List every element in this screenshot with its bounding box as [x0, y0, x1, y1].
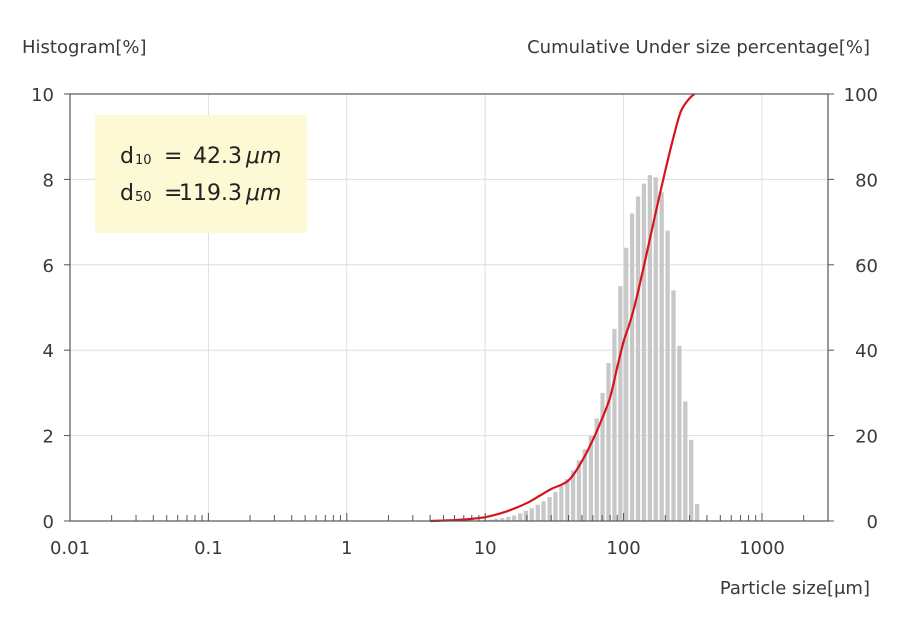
- histogram-bar: [653, 177, 658, 521]
- histogram-bar: [553, 491, 558, 521]
- histogram-bars: [483, 175, 700, 522]
- histogram-bar: [612, 328, 617, 521]
- annotation-background: [95, 115, 307, 233]
- histogram-bar: [635, 196, 641, 522]
- axes-layer: 0 0 2 20 4 40 6 60 8 80 10 100 0.01 0.1 1 10 100 1000: [31, 85, 878, 559]
- histogram-bar: [493, 518, 499, 521]
- histogram-bar: [559, 485, 564, 521]
- histogram-bar: [594, 418, 599, 521]
- annotation-equals: =: [164, 181, 182, 206]
- y-left-tick-label: 10: [31, 85, 54, 106]
- histogram-bar: [647, 175, 653, 521]
- histogram-bar: [512, 515, 517, 521]
- histogram-bar: [518, 513, 523, 521]
- y-right-tick-label: 0: [867, 512, 878, 533]
- histogram-bar: [488, 519, 494, 521]
- cumulative-curve: [430, 93, 696, 523]
- x-axis-title: Particle size[μm]: [720, 578, 870, 599]
- y-right-tick-label: 100: [844, 85, 878, 106]
- annotation-value: 119.3: [179, 181, 242, 206]
- histogram-bar: [529, 508, 534, 521]
- annotation-label: d: [120, 144, 134, 169]
- histogram-bar: [683, 401, 688, 521]
- y-left-tick-label: 6: [43, 256, 54, 277]
- x-tick-label: 0.01: [50, 538, 90, 559]
- histogram-bar: [576, 460, 582, 521]
- histogram-bar: [582, 449, 587, 521]
- right-axis-title: Cumulative Under size percentage[%]: [527, 37, 870, 58]
- histogram-bar: [677, 345, 682, 521]
- histogram-bar: [600, 392, 605, 521]
- histogram-bar: [629, 213, 635, 521]
- annotation-box: d 10 = 42.3 μmd 50 =119.3 μm: [95, 115, 307, 233]
- histogram-bar: [565, 479, 570, 521]
- histogram-bar: [671, 290, 676, 521]
- annotation-value: 42.3: [193, 144, 242, 169]
- x-tick-label: 0.1: [194, 538, 223, 559]
- annotation-unit: μm: [245, 181, 281, 206]
- y-right-tick-label: 40: [855, 341, 878, 362]
- annotation-equals: =: [164, 144, 182, 169]
- left-axis-title: Histogram[%]: [22, 37, 147, 58]
- y-left-tick-label: 2: [43, 427, 54, 448]
- x-tick-label: 100: [606, 538, 640, 559]
- histogram-bar: [624, 247, 629, 521]
- annotation-unit: μm: [245, 144, 281, 169]
- y-left-tick-label: 0: [43, 512, 54, 533]
- histogram-bar: [618, 286, 623, 521]
- histogram-bar: [535, 504, 540, 521]
- histogram-bar: [500, 518, 505, 521]
- histogram-bar: [506, 516, 511, 521]
- y-right-tick-label: 80: [855, 170, 878, 191]
- x-tick-label: 1000: [739, 538, 785, 559]
- y-left-tick-label: 4: [43, 341, 54, 362]
- histogram-bar: [541, 501, 546, 521]
- histogram-bar: [570, 470, 576, 521]
- x-tick-label: 10: [474, 538, 497, 559]
- plot-frame: [69, 93, 829, 522]
- histogram-bar: [659, 192, 664, 521]
- histogram-bar: [588, 435, 593, 521]
- histogram-bar: [523, 510, 529, 521]
- histogram-bar: [606, 363, 611, 521]
- histogram-bar: [689, 439, 694, 521]
- cumulative-curve-layer: [430, 93, 696, 523]
- y-right-tick-label: 20: [855, 427, 878, 448]
- histogram-bar: [547, 497, 552, 521]
- annotation-subscript: 10: [135, 153, 152, 168]
- histogram-bar: [665, 230, 670, 521]
- histogram-bar: [694, 503, 700, 521]
- y-left-tick-label: 8: [43, 170, 54, 191]
- histogram-bar: [641, 183, 647, 522]
- annotation-label: d: [120, 181, 134, 206]
- y-right-tick-label: 60: [855, 256, 878, 277]
- annotation-subscript: 50: [135, 190, 152, 205]
- x-tick-label: 1: [341, 538, 352, 559]
